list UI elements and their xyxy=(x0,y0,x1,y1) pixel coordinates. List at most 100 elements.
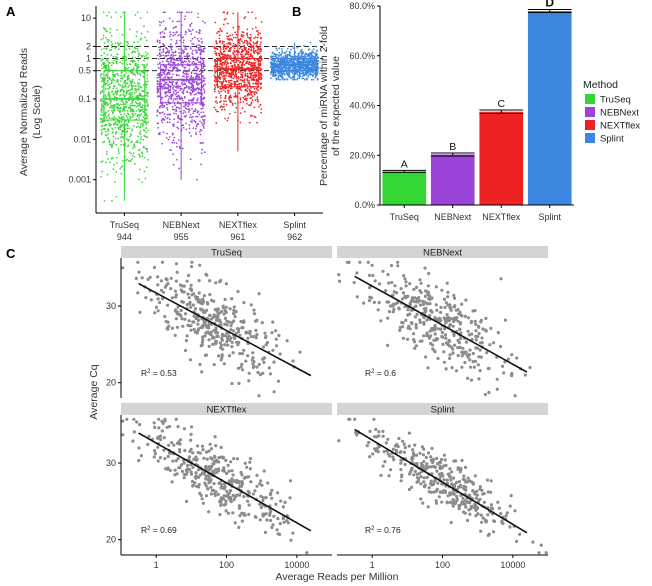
data-point-splint xyxy=(288,75,291,78)
data-point-nebnext xyxy=(201,116,203,119)
data-point-nextflex xyxy=(215,78,217,81)
data-point-nextflex xyxy=(231,39,234,41)
data-point xyxy=(242,301,246,305)
data-point-nextflex xyxy=(229,42,232,44)
data-point xyxy=(174,293,178,297)
data-point xyxy=(442,297,447,301)
data-point-nextflex xyxy=(236,83,239,86)
data-point-truseq xyxy=(115,106,117,108)
data-point xyxy=(165,425,169,429)
data-point-nextflex xyxy=(239,97,242,99)
data-point-truseq xyxy=(108,61,110,64)
data-point-nebnext xyxy=(166,107,169,109)
data-point-nextflex xyxy=(226,35,228,38)
data-point-nextflex xyxy=(224,97,227,100)
data-point xyxy=(377,300,381,305)
data-point-truseq xyxy=(118,104,121,106)
data-point-truseq xyxy=(120,16,122,18)
data-point-nebnext xyxy=(183,105,186,108)
data-point xyxy=(478,341,483,345)
data-point-nebnext xyxy=(159,55,161,58)
data-point-splint xyxy=(304,71,307,74)
data-point-truseq xyxy=(103,61,105,64)
data-point-nebnext xyxy=(195,72,198,75)
data-point-nextflex xyxy=(222,45,225,48)
data-point-truseq xyxy=(125,59,127,62)
data-point-nebnext xyxy=(165,65,168,67)
data-point xyxy=(182,290,186,294)
data-point-nebnext xyxy=(176,68,179,71)
data-point-nextflex xyxy=(231,102,234,105)
data-point-nebnext xyxy=(195,93,198,95)
data-point-truseq xyxy=(137,63,139,66)
data-point-nextflex xyxy=(252,75,254,78)
data-point xyxy=(156,445,160,449)
data-point xyxy=(255,332,259,337)
data-point xyxy=(134,276,138,280)
data-point xyxy=(460,314,464,318)
data-point-splint xyxy=(286,47,289,50)
data-point-nextflex xyxy=(215,69,218,72)
data-point-nextflex xyxy=(233,56,235,59)
sample-count-label: 962 xyxy=(287,232,302,242)
data-point-truseq xyxy=(143,55,146,58)
data-point-truseq xyxy=(110,64,113,67)
data-point-splint xyxy=(278,51,281,54)
data-point-nextflex xyxy=(226,42,228,45)
data-point xyxy=(210,488,214,492)
r-squared-value: 0.6 xyxy=(384,368,396,378)
data-point-nebnext xyxy=(163,118,166,121)
data-point xyxy=(451,351,455,355)
data-point xyxy=(189,305,193,309)
data-point xyxy=(469,321,473,325)
data-point xyxy=(450,366,454,370)
data-point-splint xyxy=(293,62,296,65)
data-point xyxy=(270,525,274,530)
data-point xyxy=(194,471,198,475)
data-point-truseq xyxy=(124,80,127,82)
data-point-splint xyxy=(300,51,303,54)
data-point-nebnext xyxy=(200,57,202,60)
data-point-truseq xyxy=(100,175,102,178)
data-point xyxy=(190,425,194,429)
data-point-truseq xyxy=(129,160,132,163)
data-point xyxy=(473,309,477,313)
data-point xyxy=(419,281,423,285)
data-point-nebnext xyxy=(173,92,175,95)
data-point-truseq xyxy=(125,138,128,140)
data-point-splint xyxy=(280,62,283,65)
data-point-nextflex xyxy=(248,81,251,84)
bar-nebnext xyxy=(430,154,475,205)
data-point-nextflex xyxy=(246,97,248,100)
data-point-splint xyxy=(282,67,285,69)
data-point-truseq xyxy=(131,87,134,89)
data-point xyxy=(268,372,273,376)
data-point-truseq xyxy=(120,121,123,123)
data-point xyxy=(185,463,190,468)
data-point-truseq xyxy=(105,58,108,60)
data-point xyxy=(477,324,481,328)
data-point-nextflex xyxy=(248,83,251,85)
data-point-nebnext xyxy=(204,115,206,118)
data-point-truseq xyxy=(139,130,142,132)
data-point-nebnext xyxy=(188,61,191,63)
data-point-nebnext xyxy=(157,73,160,75)
data-point-truseq xyxy=(140,151,143,154)
data-point-nextflex xyxy=(213,88,216,91)
data-point-truseq xyxy=(118,117,121,120)
data-point xyxy=(464,298,468,302)
data-point-truseq xyxy=(146,52,149,55)
data-point xyxy=(185,334,189,338)
data-point xyxy=(179,463,183,467)
data-point-nextflex xyxy=(243,55,245,58)
data-point-nebnext xyxy=(161,121,164,124)
data-point xyxy=(224,305,228,309)
data-point xyxy=(429,309,433,313)
data-point-splint xyxy=(305,74,308,76)
data-point-truseq xyxy=(135,141,138,144)
data-point xyxy=(138,310,142,314)
data-point-nextflex xyxy=(248,63,250,66)
data-point-nebnext xyxy=(165,59,168,62)
data-point-truseq xyxy=(142,121,145,124)
